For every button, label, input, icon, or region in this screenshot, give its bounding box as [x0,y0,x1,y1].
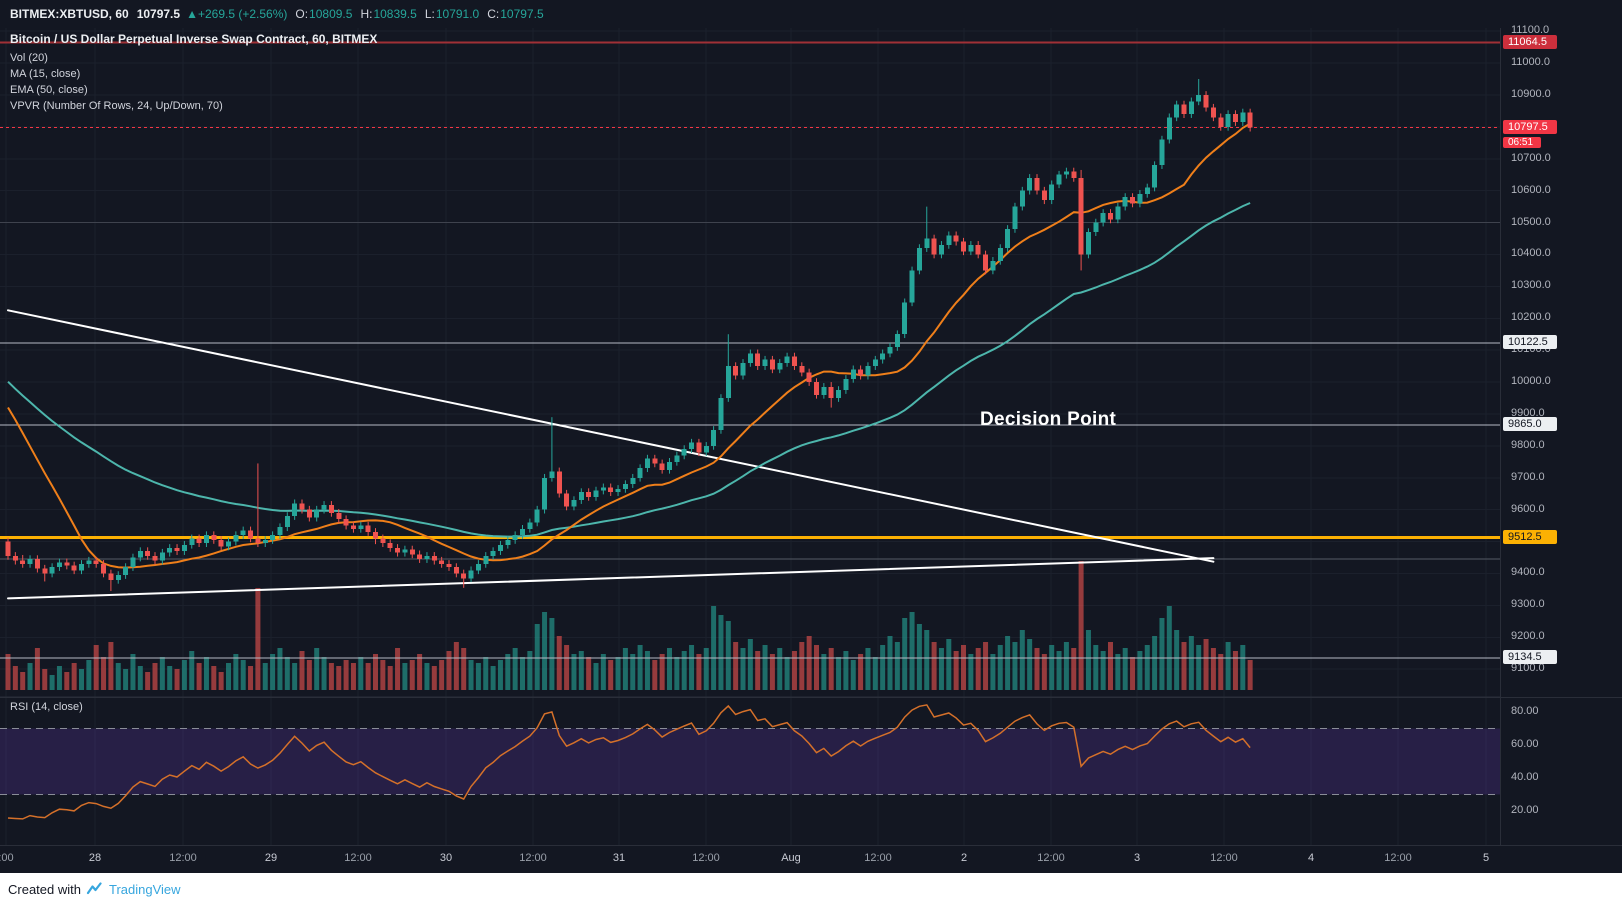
price-tick-label: 10900.0 [1511,87,1551,100]
close-value: 10797.5 [500,7,544,21]
time-tick-label: 12:00 [169,852,197,864]
time-tick-label: 12:00 [1384,852,1412,864]
pane-divider[interactable] [0,697,1622,698]
price-tick-label: 10500.0 [1511,215,1551,228]
price-chip-label: 9512.5 [1503,529,1557,544]
time-tick-label: 12:00 [344,852,372,864]
price-tick-label: 9900.0 [1511,406,1545,419]
open-value: 10809.5 [309,7,353,21]
time-tick-label: 4 [1307,852,1315,864]
time-tick-label: 31 [612,852,626,864]
low-label: L: [424,7,435,21]
time-tick-label: 5 [1482,852,1490,864]
footer: Created with TradingView [0,873,1622,905]
open-label: O: [295,7,309,21]
high-value: 10839.5 [373,7,417,21]
countdown-chip: 06:51 [1503,136,1541,148]
time-tick-label: 12:00 [692,852,720,864]
price-tick-label: 10300.0 [1511,279,1551,292]
price-tick-label: 9600.0 [1511,502,1545,515]
change-up-arrow-icon: ▲ [186,7,198,21]
close-label: C: [487,7,500,21]
time-tick-label: Aug [781,852,801,864]
low-value: 10791.0 [435,7,480,21]
rsi-tick-label: 40.00 [1511,771,1539,783]
price-tick-label: 11000.0 [1511,56,1550,69]
price-tick-label: 10200.0 [1511,311,1551,324]
price-tick-label: 9800.0 [1511,438,1545,451]
price-tick-label: 10600.0 [1511,183,1551,196]
decision-point-annotation[interactable]: Decision Point [980,409,1117,430]
tradingview-logo-icon[interactable] [86,882,104,896]
chart-region: Bitcoin / US Dollar Perpetual Inverse Sw… [0,24,1622,873]
time-tick-label: 12:00 [864,852,892,864]
price-tick-label: 9100.0 [1511,662,1545,675]
rsi-tick-label: 80.00 [1511,705,1539,717]
price-tick-label: 9400.0 [1511,566,1545,579]
time-tick-label: :00 [0,852,14,864]
main-chart[interactable] [0,28,1500,845]
price-tick-label: 10700.0 [1511,151,1551,164]
time-tick-label: 30 [439,852,453,864]
symbol-header: BITMEX:XBTUSD, 60 10797.5 ▲ +269.5 (+2.5… [0,0,1622,28]
rsi-indicator-label[interactable]: RSI (14, close) [10,701,83,713]
last-price: 10797.5 [136,7,181,21]
time-tick-label: 3 [1133,852,1141,864]
price-tick-label: 9700.0 [1511,470,1545,483]
price-tick-label: 9200.0 [1511,630,1545,643]
created-with-text: Created with [8,881,81,897]
time-axis[interactable]: :00 28 12:00 29 12:00 30 12:00 31 12:00 Aug 12:00 2… [0,845,1622,873]
price-chip-label: 9865.0 [1503,417,1557,432]
price-chip-label: 10122.5 [1503,335,1557,349]
time-tick-label: 28 [88,852,102,864]
time-tick-label: 12:00 [519,852,547,864]
price-tick-label: 10000.0 [1511,375,1551,388]
time-tick-label: 12:00 [1037,852,1065,864]
time-tick-label: 2 [960,852,968,864]
price-chip-label: 11064.5 [1503,34,1557,49]
price-axis[interactable]: 11100.011000.010900.010800.010700.010600… [1500,24,1622,845]
time-tick-label: 12:00 [1210,852,1238,864]
price-tick-label: 9300.0 [1511,598,1545,611]
rsi-tick-label: 60.00 [1511,738,1539,750]
tradingview-brand-link[interactable]: TradingView [108,881,181,897]
high-label: H: [360,7,373,21]
price-tick-label: 11100.0 [1511,24,1550,37]
price-chip-label: 10797.5 [1503,119,1557,134]
price-tick-label: 10400.0 [1511,247,1551,260]
time-tick-label: 29 [264,852,278,864]
symbol-name[interactable]: BITMEX:XBTUSD, 60 [10,7,129,21]
rsi-tick-label: 20.00 [1511,804,1539,816]
change-value: +269.5 (+2.56%) [197,7,288,21]
price-chip-label: 9134.5 [1503,650,1557,665]
